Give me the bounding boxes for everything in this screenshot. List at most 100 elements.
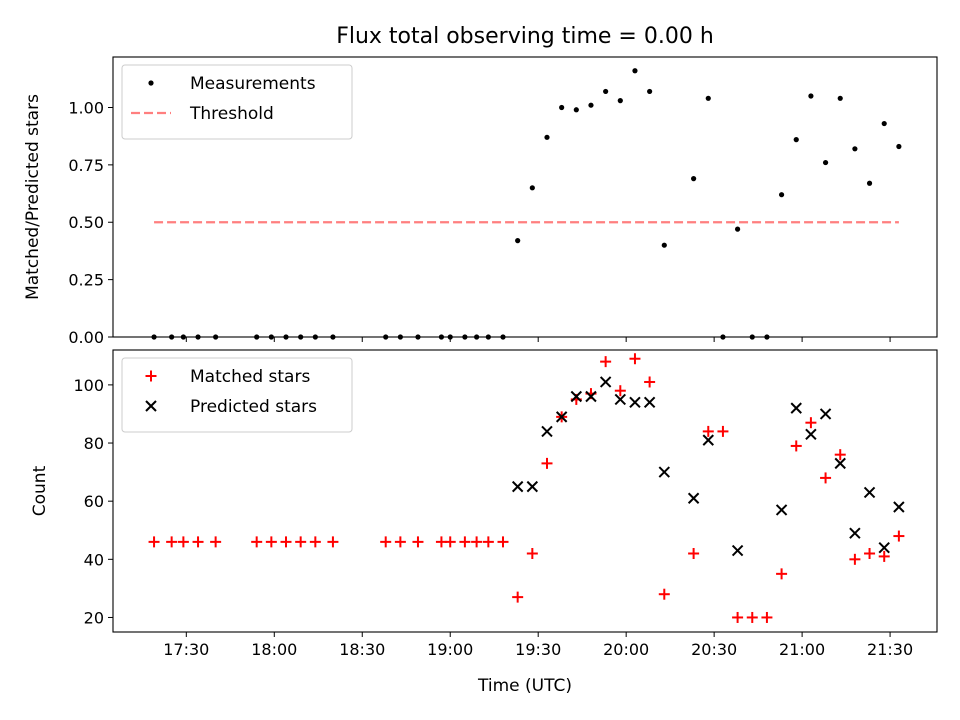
matched-star-point <box>702 425 714 437</box>
measurement-point <box>573 107 579 113</box>
x-tick-label: 18:00 <box>251 640 297 659</box>
y-tick-label: 0.50 <box>68 213 104 232</box>
measurement-point <box>603 88 609 95</box>
matched-star-point <box>177 536 189 548</box>
matched-star-point <box>459 536 471 548</box>
predicted-star-point <box>643 396 656 409</box>
matched-star-point <box>251 536 263 548</box>
figure-title: Flux total observing time = 0.00 h <box>336 24 714 49</box>
y-tick-label: 20 <box>84 608 104 627</box>
measurement-point <box>866 180 873 186</box>
matched-star-point <box>541 457 553 469</box>
predicted-star-point <box>687 492 700 504</box>
measurement-point <box>822 159 829 166</box>
matched-star-point <box>210 536 222 548</box>
matched-star-point <box>834 449 846 461</box>
measurement-point <box>632 68 638 74</box>
predicted-star-point <box>849 527 861 539</box>
predicted-star-point <box>790 402 802 414</box>
measurement-point <box>734 226 741 232</box>
matched-star-point <box>471 536 483 548</box>
y-tick-label: 0.00 <box>68 328 104 347</box>
measurement-point <box>837 95 843 101</box>
predicted-star-point <box>834 457 846 470</box>
legend-label: Threshold <box>189 104 274 124</box>
top-panel-legend: Measurements Threshold <box>121 64 353 140</box>
matched-star-point <box>658 588 670 600</box>
x-tick-label: 17:30 <box>163 640 209 659</box>
matched-star-point <box>790 440 802 452</box>
predicted-star-point <box>629 396 641 409</box>
matched-star-point <box>526 548 538 560</box>
matched-star-point <box>482 536 494 548</box>
x-tick-label: 19:00 <box>427 640 473 659</box>
legend-label: Matched stars <box>190 367 310 387</box>
predicted-star-point <box>599 376 612 388</box>
x-tick-label: 18:30 <box>339 640 385 659</box>
top-panel-ratio: 0.00 0.25 0.50 0.75 1.00 Matched/Predicted s… <box>23 56 938 347</box>
legend-marker-measurements <box>148 80 154 86</box>
matched-star-point <box>644 376 656 388</box>
y-tick-label: 60 <box>84 492 104 511</box>
matched-star-point <box>280 536 292 548</box>
predicted-star-point <box>555 411 568 423</box>
bottom-panel-frame <box>112 349 938 633</box>
predicted-star-point <box>541 425 553 438</box>
top-panel-ticks: 0.00 0.25 0.50 0.75 1.00 <box>68 98 891 347</box>
top-panel-frame <box>112 56 938 338</box>
x-tick-label: 20:30 <box>691 640 737 659</box>
y-tick-label: 1.00 <box>68 98 104 117</box>
measurement-point <box>588 102 594 108</box>
x-tick-label: 19:30 <box>515 640 561 659</box>
bottom-panel-legend: Matched stars Predicted stars <box>121 357 353 433</box>
y-tick-label: 0.75 <box>68 156 104 175</box>
measurement-point <box>661 242 667 248</box>
measurement-point <box>778 192 785 198</box>
y-tick-label: 0.25 <box>68 271 104 290</box>
predicted-star-point <box>775 504 788 516</box>
measurement-point <box>793 137 799 143</box>
predicted-star-point <box>731 544 744 557</box>
predicted-star-point <box>570 390 583 403</box>
matched-star-point <box>444 536 456 548</box>
matched-star-point <box>805 417 817 429</box>
bottom-panel-ticks: 17:30 18:00 18:30 19:00 19:30 20:00 20:30 21:00… <box>73 376 913 659</box>
matched-star-point <box>849 553 861 565</box>
measurement-point <box>808 93 814 99</box>
measurement-point <box>529 185 535 191</box>
matched-star-point <box>309 536 321 548</box>
matched-star-point <box>761 611 773 623</box>
x-tick-label: 21:30 <box>867 640 913 659</box>
bottom-panel-count: 17:30 18:00 18:30 19:00 19:30 20:00 20:30 21:00… <box>30 349 938 696</box>
y-tick-label: 40 <box>84 550 104 569</box>
count-points <box>148 353 905 623</box>
matched-star-point <box>192 536 204 548</box>
legend-box <box>121 64 353 140</box>
matched-star-point <box>688 548 700 560</box>
predicted-star-point <box>819 408 832 420</box>
predicted-star-point <box>614 393 627 406</box>
legend-marker-matched <box>145 370 157 382</box>
y-tick-label: 100 <box>73 376 104 395</box>
bottom-panel-y-axis-label: Count <box>30 465 50 516</box>
matched-star-point <box>614 385 626 397</box>
x-axis-label: Time (UTC) <box>477 676 572 696</box>
measurement-point <box>617 98 623 104</box>
matched-star-point <box>295 536 307 548</box>
predicted-star-point <box>805 428 817 441</box>
measurement-point <box>515 238 521 244</box>
measurement-point <box>896 143 902 150</box>
x-tick-label: 20:00 <box>603 640 649 659</box>
measurement-point <box>691 176 697 182</box>
top-panel-y-axis-label: Matched/Predicted stars <box>23 94 43 300</box>
matched-star-point <box>380 536 392 548</box>
measurement-point <box>544 134 550 140</box>
measurement-point <box>559 104 565 111</box>
matched-star-point <box>166 536 178 548</box>
predicted-star-point <box>702 434 714 446</box>
predicted-star-point <box>863 486 876 499</box>
legend-label: Measurements <box>190 74 316 94</box>
measurement-point <box>647 88 653 95</box>
matched-star-point <box>732 611 744 623</box>
predicted-star-point <box>526 480 539 493</box>
